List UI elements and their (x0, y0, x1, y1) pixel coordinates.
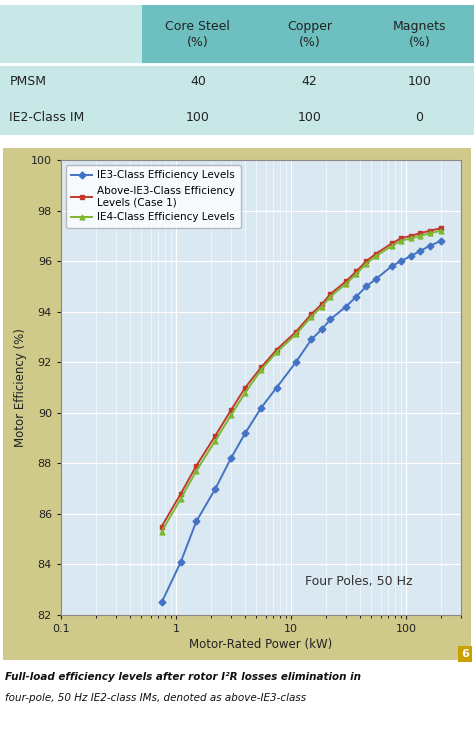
X-axis label: Motor-Rated Power (kW): Motor-Rated Power (kW) (190, 638, 333, 651)
Text: 40: 40 (190, 75, 206, 88)
Text: 0: 0 (416, 111, 423, 124)
Text: 42: 42 (301, 75, 317, 88)
Text: IE2-Class IM: IE2-Class IM (9, 111, 85, 124)
Bar (142, 5, 474, 63)
Text: PMSM: PMSM (9, 75, 46, 88)
Text: Copper
(%): Copper (%) (287, 20, 332, 49)
Y-axis label: Motor Efficiency (%): Motor Efficiency (%) (14, 328, 27, 447)
Text: 100: 100 (186, 111, 210, 124)
Text: 100: 100 (297, 111, 321, 124)
Text: Core Steel
(%): Core Steel (%) (165, 20, 230, 49)
Text: 100: 100 (408, 75, 431, 88)
Text: Four Poles, 50 Hz: Four Poles, 50 Hz (305, 574, 412, 588)
Text: Full-load efficiency levels after rotor I²R losses elimination in: Full-load efficiency levels after rotor … (5, 672, 361, 682)
Text: four-pole, 50 Hz IE2-class IMs, denoted as above-IE3-class: four-pole, 50 Hz IE2-class IMs, denoted … (5, 693, 306, 703)
Legend: IE3-Class Efficiency Levels, Above-IE3-Class Efficiency
Levels (Case 1), IE4-Cla: IE3-Class Efficiency Levels, Above-IE3-C… (66, 165, 240, 227)
Text: Magnets
(%): Magnets (%) (393, 20, 446, 49)
Text: 6: 6 (461, 649, 469, 659)
